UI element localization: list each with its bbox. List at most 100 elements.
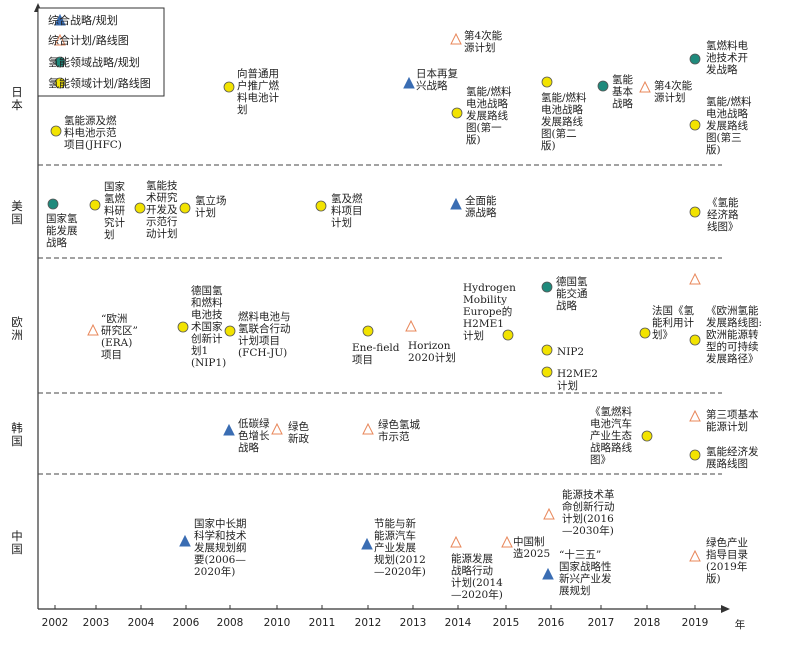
row-label-china: 中国 (11, 529, 23, 556)
item-label-cn-mid-long-term-plan: 国家中长期 科学和技术 发展规划纲 要(2006— 2020年) (194, 518, 247, 578)
marker-cn-made-in-china-2025 (501, 535, 513, 548)
legend-marker-h2-strategy (54, 56, 66, 68)
item-label-eu-era: “欧洲 研究区” (ERA) 项目 (101, 313, 138, 361)
item-label-us-hydrogen-fuel-program: 氢及燃 料项目 计划 (331, 193, 363, 229)
year-label: 2017 (587, 617, 615, 629)
item-label-jp-revival-strategy: 日本再复 兴战略 (416, 68, 458, 92)
marker-cn-mid-long-term-plan (179, 534, 191, 547)
item-label-kr-green-new-deal: 绿色 新政 (288, 421, 309, 445)
item-label-cn-energy-tech-revolution: 能源技术革 命创新行动 计划(2016 —2030年) (562, 489, 615, 537)
year-label: 2010 (263, 617, 291, 629)
year-label: 2013 (399, 617, 427, 629)
marker-us-hydrogen-fuel-program (315, 200, 327, 212)
item-label-kr-3rd-energy-plan: 第三项基本 能源计划 (706, 409, 759, 433)
legend-label-h2-plan: 氢能领域计划/路线图 (48, 77, 151, 90)
marker-jp-4th-energy-plan-2018 (639, 80, 651, 93)
x-axis-arrow (721, 605, 730, 613)
year-label: 2002 (41, 617, 69, 629)
item-label-kr-hydrogen-economy-roadmap: 氢能经济发 展路线图 (706, 446, 759, 470)
legend-label-plan: 综合计划/路线图 (48, 34, 129, 47)
legend-marker-strategy (54, 13, 66, 26)
item-label-jp-roadmap-v1: 氢能/燃料 电池战略 发展路线 图(第一 版) (466, 86, 512, 146)
item-label-eu-h2me2: H2ME2 计划 (557, 368, 598, 392)
item-label-cn-13th-five-year: “十三五” 国家战略性 新兴产业发 展规划 (559, 549, 612, 597)
item-label-jp-fuel-cell-promotion: 向普通用 户推广燃 料电池计 划 (237, 68, 279, 116)
item-label-us-comprehensive-energy: 全面能 源战略 (465, 195, 497, 219)
item-label-us-rdd-action-plan: 氢能技 术研究 开发及 示范行 动计划 (146, 180, 178, 240)
marker-jp-roadmap-v2 (541, 76, 553, 88)
item-label-kr-green-hydrogen-city: 绿色氢城 市示范 (378, 419, 420, 443)
marker-jp-fuel-cell-tech-strategy (689, 53, 701, 65)
marker-eu-h2me1 (502, 329, 514, 341)
year-label: 2008 (216, 617, 244, 629)
item-label-eu-h2me1: Hydrogen Mobility Europe的 H2ME1 计划 (463, 282, 516, 342)
year-label: 2014 (444, 617, 472, 629)
item-label-eu-nip1: 德国氢 和燃料 电池技 术国家 创新计 划1 (NIP1) (191, 285, 227, 369)
marker-jp-roadmap-v3 (689, 119, 701, 131)
marker-jp-4th-energy-plan-2014 (450, 32, 462, 45)
marker-kr-3rd-energy-plan (689, 409, 701, 422)
year-label: 2019 (681, 617, 709, 629)
item-label-eu-hydrogen-roadmap: 《欧洲氢能 发展路线图: 欧洲能源转 型的可持续 发展路径》 (706, 305, 763, 365)
item-label-eu-nip2: NIP2 (557, 346, 585, 358)
marker-cn-energy-tech-revolution (543, 507, 555, 520)
item-label-cn-made-in-china-2025: 中国制 造2025 (513, 536, 551, 560)
item-label-jp-4th-energy-plan-2014: 第4次能 源计划 (464, 30, 503, 54)
marker-eu-france-hydrogen-plan (639, 327, 651, 339)
x-axis-ticks (54, 605, 696, 609)
timeline-markers (47, 13, 701, 580)
marker-us-national-strategy (47, 198, 59, 210)
marker-eu-fch-ju (224, 325, 236, 337)
row-label-europe: 欧洲 (11, 315, 23, 342)
item-label-eu-horizon-2020: Horizon 2020计划 (408, 340, 456, 364)
row-label-usa: 美国 (11, 199, 23, 226)
item-label-jp-roadmap-v2: 氢能/燃料 电池战略 发展路线 图(第二 版) (541, 92, 587, 152)
item-label-us-national-strategy: 国家氢 能发展 战略 (46, 213, 78, 249)
marker-eu-hydrogen-roadmap (689, 334, 701, 346)
item-label-eu-france-hydrogen-plan: 法国《氢 能利用计 划》 (652, 305, 694, 341)
year-label: 2018 (633, 617, 661, 629)
marker-cn-green-industry-catalog (689, 549, 701, 562)
marker-jp-jhfc (50, 125, 62, 137)
marker-eu-h2me2 (541, 366, 553, 378)
item-label-jp-4th-energy-plan-2018: 第4次能 源计划 (654, 80, 693, 104)
marker-kr-low-carbon-growth (223, 423, 235, 436)
item-label-us-research-plan: 国家 氢燃 料研 究计 划 (104, 181, 125, 241)
item-label-jp-roadmap-v3: 氢能/燃料 电池战略 发展路线 图(第三 版) (706, 96, 752, 156)
year-label: 2003 (82, 617, 110, 629)
legend-marker-plan (54, 33, 66, 46)
item-label-eu-german-transport-strategy: 德国氢 能交通 战略 (556, 276, 588, 312)
marker-us-research-plan (89, 199, 101, 211)
row-label-japan: 日本 (11, 85, 23, 112)
item-label-us-hydrogen-posture: 氢立场 计划 (195, 195, 227, 219)
year-label: 2011 (308, 617, 336, 629)
marker-eu-era (87, 323, 99, 336)
year-label: 2004 (127, 617, 155, 629)
marker-eu-nip1 (177, 321, 189, 333)
item-label-cn-green-industry-catalog: 绿色产业 指导目录 (2019年 版) (706, 537, 748, 585)
marker-jp-revival-strategy (403, 76, 415, 89)
marker-cn-energy-action-plan (450, 535, 462, 548)
item-label-eu-ene-field: Ene-field 项目 (352, 342, 400, 366)
item-label-cn-nev-plan: 节能与新 能源汽车 产业发展 规划(2012 —2020年) (374, 518, 426, 578)
item-label-eu-fch-ju: 燃料电池与 氢联合行动 计划项目 (FCH-JU) (238, 311, 291, 359)
item-label-us-hydrogen-economy-roadmap: 《氢能 经济路 线图》 (707, 197, 739, 233)
item-label-jp-fuel-cell-tech-strategy: 氢燃料电 池技术开 发战略 (706, 40, 748, 76)
axis-unit-label: 年 (734, 619, 746, 631)
marker-kr-green-new-deal (271, 422, 283, 435)
item-label-jp-basic-strategy: 氢能 基本 战略 (612, 74, 633, 110)
legend-label-h2-strategy: 氢能领域战略/规划 (48, 56, 140, 69)
marker-jp-basic-strategy (597, 80, 609, 92)
marker-kr-green-hydrogen-city (362, 422, 374, 435)
year-label: 2015 (492, 617, 520, 629)
item-label-kr-fcev-roadmap: 《氢燃料 电池汽车 产业生态 战略路线 图》 (590, 406, 632, 466)
marker-eu-horizon-2020 (405, 319, 417, 332)
year-label: 2006 (172, 617, 200, 629)
legend-marker-h2-plan (54, 77, 66, 89)
row-label-korea: 韩国 (11, 421, 23, 448)
marker-eu-nip2 (541, 344, 553, 356)
legend-label-strategy: 综合战略/规划 (48, 14, 118, 27)
marker-eu-ene-field (362, 325, 374, 337)
year-label: 2012 (354, 617, 382, 629)
